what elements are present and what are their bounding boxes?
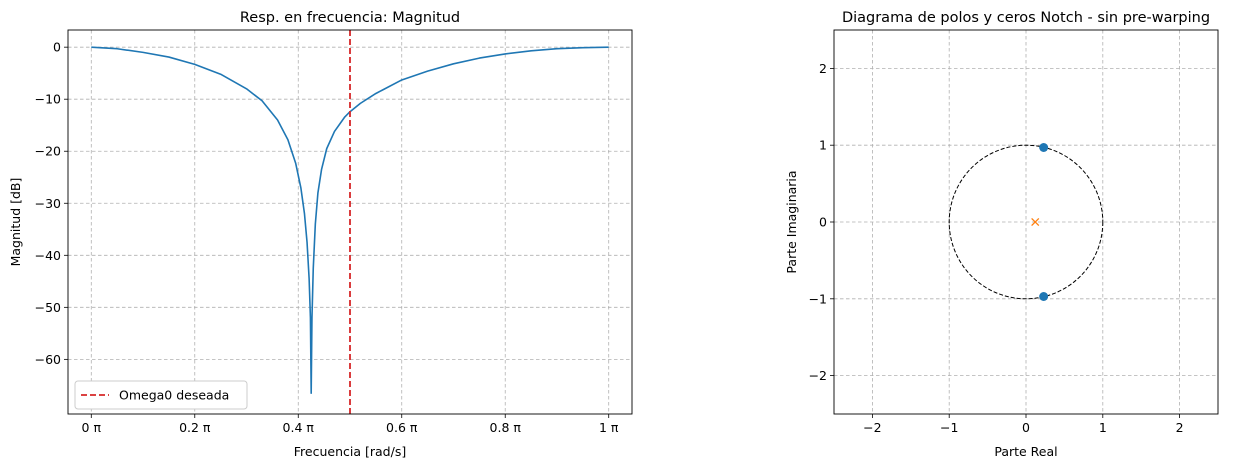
pole-zero-grid	[834, 30, 1218, 414]
legend-box	[74, 380, 248, 410]
y-tick-label: −40	[35, 248, 61, 263]
y-tick-label: −30	[35, 196, 61, 211]
y-tick-label: 0	[53, 40, 61, 55]
magnitude-ticks: 0 π 0.2 π 0.4 π 0.6 π 0.8 π 1 π 0 −10 −20 −30 −40 −…	[35, 40, 619, 435]
y-tick-label: 2	[819, 61, 827, 76]
zero-marker	[1039, 143, 1049, 153]
magnitude-series-line	[91, 46, 609, 394]
magnitude-x-label: Frecuencia [rad/s]	[294, 444, 406, 459]
y-tick-label: 1	[819, 138, 827, 153]
magnitude-plot-frame	[67, 29, 633, 415]
x-tick-label: 0 π	[82, 420, 102, 435]
pole-zero-chart: Diagrama de polos y ceros Notch - sin pr…	[784, 10, 1219, 459]
pole-zero-x-label: Parte Real	[994, 444, 1057, 459]
x-tick-label: 0	[1022, 420, 1030, 435]
y-tick-label: −10	[35, 92, 61, 107]
y-tick-label: −20	[35, 144, 61, 159]
magnitude-chart-title: Resp. en frecuencia: Magnitud	[240, 10, 460, 26]
y-tick-label: −2	[809, 368, 827, 383]
zero-marker	[1039, 291, 1049, 301]
y-tick-label: −1	[809, 291, 827, 306]
magnitude-y-label: Magnitud [dB]	[8, 178, 23, 267]
x-tick-label: 1	[1099, 420, 1107, 435]
x-tick-label: 0.2 π	[179, 420, 211, 435]
pole-zero-chart-title: Diagrama de polos y ceros Notch - sin pr…	[842, 10, 1210, 26]
y-tick-label: 0	[819, 215, 827, 230]
y-tick-label: −60	[35, 352, 61, 367]
unit-circle	[948, 144, 1104, 300]
pole-zero-ticks: −2 −1 0 1 2 −2 −1 0 1 2	[809, 61, 1184, 435]
legend-label-omega0: Omega0 deseada	[119, 388, 229, 403]
legend: Omega0 deseada	[74, 380, 248, 410]
x-tick-label: 1 π	[599, 420, 619, 435]
x-tick-label: 0.8 π	[490, 420, 522, 435]
x-tick-label: −2	[863, 420, 881, 435]
magnitude-chart: Resp. en frecuencia: Magnitud 0 π 0.2 π 0.…	[8, 10, 633, 459]
pole-marker-stroke	[1031, 217, 1040, 227]
pole-marker	[1031, 217, 1040, 227]
x-tick-label: 2	[1176, 420, 1184, 435]
x-tick-label: 0.4 π	[283, 420, 315, 435]
pole-zero-data	[948, 143, 1104, 301]
magnitude-data	[91, 30, 609, 414]
pole-zero-y-label: Parte Imaginaria	[784, 170, 799, 273]
y-tick-label: −50	[35, 300, 61, 315]
x-tick-label: −1	[940, 420, 958, 435]
x-tick-label: 0.6 π	[386, 420, 418, 435]
